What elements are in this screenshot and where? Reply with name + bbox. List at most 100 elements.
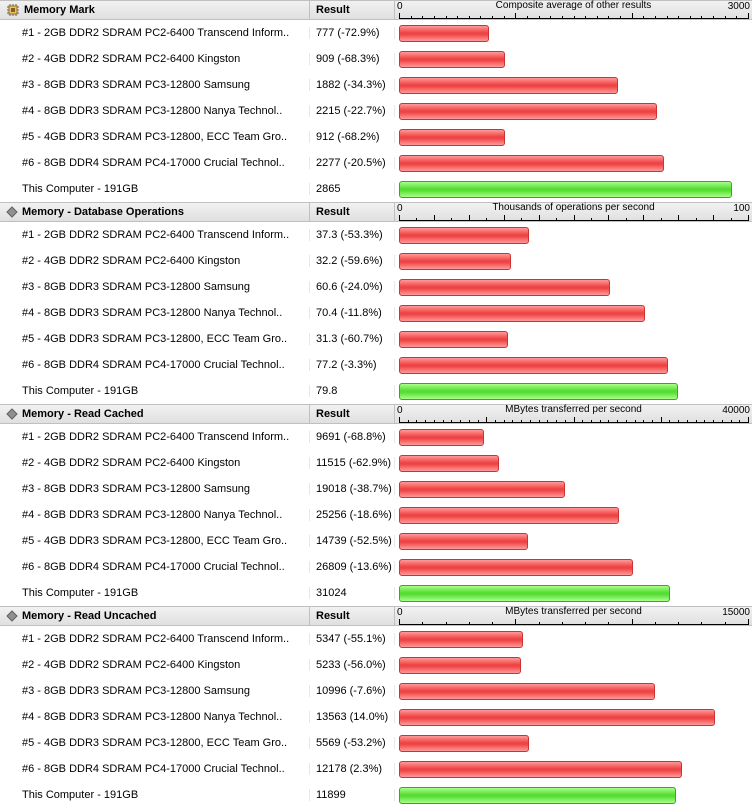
result-header[interactable]: Result	[310, 405, 395, 423]
bar-red	[399, 657, 521, 674]
axis-header: 0Thousands of operations per second100	[395, 203, 752, 221]
result-row[interactable]: #4 - 8GB DDR3 SDRAM PC3-12800 Nanya Tech…	[0, 704, 752, 730]
row-bar-cell	[395, 503, 752, 528]
bar-red	[399, 227, 529, 244]
bar-red	[399, 357, 668, 374]
result-row[interactable]: #5 - 4GB DDR3 SDRAM PC3-12800, ECC Team …	[0, 124, 752, 150]
result-row[interactable]: #4 - 8GB DDR3 SDRAM PC3-12800 Nanya Tech…	[0, 300, 752, 326]
row-bar-cell	[395, 581, 752, 606]
result-header[interactable]: Result	[310, 1, 395, 19]
section-header: Memory - Read CachedResult0MBytes transf…	[0, 404, 752, 424]
result-row[interactable]: #5 - 4GB DDR3 SDRAM PC3-12800, ECC Team …	[0, 730, 752, 756]
result-row[interactable]: #6 - 8GB DDR4 SDRAM PC4-17000 Crucial Te…	[0, 756, 752, 782]
row-name: #2 - 4GB DDR2 SDRAM PC2-6400 Kingston	[0, 457, 310, 469]
row-result: 25256 (-18.6%)	[310, 509, 395, 521]
result-row[interactable]: This Computer - 191GB11899	[0, 782, 752, 808]
bar-red	[399, 761, 682, 778]
result-row[interactable]: #6 - 8GB DDR4 SDRAM PC4-17000 Crucial Te…	[0, 150, 752, 176]
result-row[interactable]: #2 - 4GB DDR2 SDRAM PC2-6400 Kingston32.…	[0, 248, 752, 274]
row-name: #5 - 4GB DDR3 SDRAM PC3-12800, ECC Team …	[0, 131, 310, 143]
row-name: #2 - 4GB DDR2 SDRAM PC2-6400 Kingston	[0, 659, 310, 671]
section-header: Memory - Read Uncached Result0MBytes tran…	[0, 606, 752, 626]
row-bar-cell	[395, 73, 752, 98]
row-result: 12178 (2.3%)	[310, 763, 395, 775]
row-result: 19018 (-38.7%)	[310, 483, 395, 495]
bar-red	[399, 77, 618, 94]
result-row[interactable]: #3 - 8GB DDR3 SDRAM PC3-12800 Samsung188…	[0, 72, 752, 98]
result-row[interactable]: This Computer - 191GB79.8	[0, 378, 752, 404]
benchmark-results: Memory MarkResult0Composite average of o…	[0, 0, 752, 808]
row-result: 60.6 (-24.0%)	[310, 281, 395, 293]
result-row[interactable]: #1 - 2GB DDR2 SDRAM PC2-6400 Transcend I…	[0, 626, 752, 652]
bar-red	[399, 507, 619, 524]
row-result: 32.2 (-59.6%)	[310, 255, 395, 267]
result-row[interactable]: #3 - 8GB DDR3 SDRAM PC3-12800 Samsung190…	[0, 476, 752, 502]
row-name: This Computer - 191GB	[0, 789, 310, 801]
row-result: 11515 (-62.9%)	[310, 457, 395, 469]
result-row[interactable]: #5 - 4GB DDR3 SDRAM PC3-12800, ECC Team …	[0, 528, 752, 554]
memory-chip-icon	[6, 3, 20, 17]
result-row[interactable]: This Computer - 191GB31024	[0, 580, 752, 606]
result-row[interactable]: #2 - 4GB DDR2 SDRAM PC2-6400 Kingston523…	[0, 652, 752, 678]
row-bar-cell	[395, 653, 752, 678]
row-result: 5569 (-53.2%)	[310, 737, 395, 749]
section-title: Memory - Read Cached	[22, 408, 144, 420]
row-bar-cell	[395, 627, 752, 652]
row-bar-cell	[395, 783, 752, 808]
result-row[interactable]: #4 - 8GB DDR3 SDRAM PC3-12800 Nanya Tech…	[0, 502, 752, 528]
row-bar-cell	[395, 327, 752, 352]
section-title: Memory - Read Uncached	[22, 610, 156, 622]
bar-red	[399, 683, 655, 700]
axis-ticks	[399, 213, 748, 221]
section-title-cell[interactable]: Memory Mark	[0, 1, 310, 19]
bar-red	[399, 631, 523, 648]
row-result: 77.2 (-3.3%)	[310, 359, 395, 371]
section-title-cell[interactable]: Memory - Database Operations	[0, 203, 310, 221]
row-name: #4 - 8GB DDR3 SDRAM PC3-12800 Nanya Tech…	[0, 307, 310, 319]
axis-title: MBytes transferred per second	[395, 405, 752, 415]
row-result: 2277 (-20.5%)	[310, 157, 395, 169]
row-name: #6 - 8GB DDR4 SDRAM PC4-17000 Crucial Te…	[0, 763, 310, 775]
result-row[interactable]: #2 - 4GB DDR2 SDRAM PC2-6400 Kingston115…	[0, 450, 752, 476]
row-result: 70.4 (-11.8%)	[310, 307, 395, 319]
bar-green	[399, 383, 678, 400]
result-row[interactable]: #6 - 8GB DDR4 SDRAM PC4-17000 Crucial Te…	[0, 352, 752, 378]
row-result: 13563 (14.0%)	[310, 711, 395, 723]
result-row[interactable]: #4 - 8GB DDR3 SDRAM PC3-12800 Nanya Tech…	[0, 98, 752, 124]
result-header[interactable]: Result	[310, 203, 395, 221]
row-bar-cell	[395, 275, 752, 300]
row-bar-cell	[395, 705, 752, 730]
result-header[interactable]: Result	[310, 607, 395, 625]
row-bar-cell	[395, 47, 752, 72]
bar-red	[399, 305, 645, 322]
row-result: 2215 (-22.7%)	[310, 105, 395, 117]
result-row[interactable]: #2 - 4GB DDR2 SDRAM PC2-6400 Kingston909…	[0, 46, 752, 72]
result-row[interactable]: #3 - 8GB DDR3 SDRAM PC3-12800 Samsung60.…	[0, 274, 752, 300]
result-row[interactable]: #1 - 2GB DDR2 SDRAM PC2-6400 Transcend I…	[0, 222, 752, 248]
result-row[interactable]: #5 - 4GB DDR3 SDRAM PC3-12800, ECC Team …	[0, 326, 752, 352]
row-result: 10996 (-7.6%)	[310, 685, 395, 697]
result-row[interactable]: This Computer - 191GB2865	[0, 176, 752, 202]
result-row[interactable]: #6 - 8GB DDR4 SDRAM PC4-17000 Crucial Te…	[0, 554, 752, 580]
diamond-icon	[6, 408, 18, 420]
row-name: #6 - 8GB DDR4 SDRAM PC4-17000 Crucial Te…	[0, 561, 310, 573]
row-bar-cell	[395, 757, 752, 782]
section-header: Memory - Database OperationsResult0Thous…	[0, 202, 752, 222]
row-result: 5233 (-56.0%)	[310, 659, 395, 671]
section-header: Memory MarkResult0Composite average of o…	[0, 0, 752, 20]
result-row[interactable]: #1 - 2GB DDR2 SDRAM PC2-6400 Transcend I…	[0, 424, 752, 450]
axis-ticks	[399, 11, 748, 19]
section-title-cell[interactable]: Memory - Read Cached	[0, 405, 310, 423]
row-name: #3 - 8GB DDR3 SDRAM PC3-12800 Samsung	[0, 79, 310, 91]
row-bar-cell	[395, 731, 752, 756]
axis-ticks	[399, 617, 748, 625]
row-name: #1 - 2GB DDR2 SDRAM PC2-6400 Transcend I…	[0, 27, 310, 39]
section-title-cell[interactable]: Memory - Read Uncached	[0, 607, 310, 625]
row-result: 79.8	[310, 385, 395, 397]
row-bar-cell	[395, 249, 752, 274]
result-row[interactable]: #1 - 2GB DDR2 SDRAM PC2-6400 Transcend I…	[0, 20, 752, 46]
diamond-icon	[6, 206, 18, 218]
result-row[interactable]: #3 - 8GB DDR3 SDRAM PC3-12800 Samsung109…	[0, 678, 752, 704]
bar-green	[399, 181, 732, 198]
axis-header: 0MBytes transferred per second15000	[395, 607, 752, 625]
